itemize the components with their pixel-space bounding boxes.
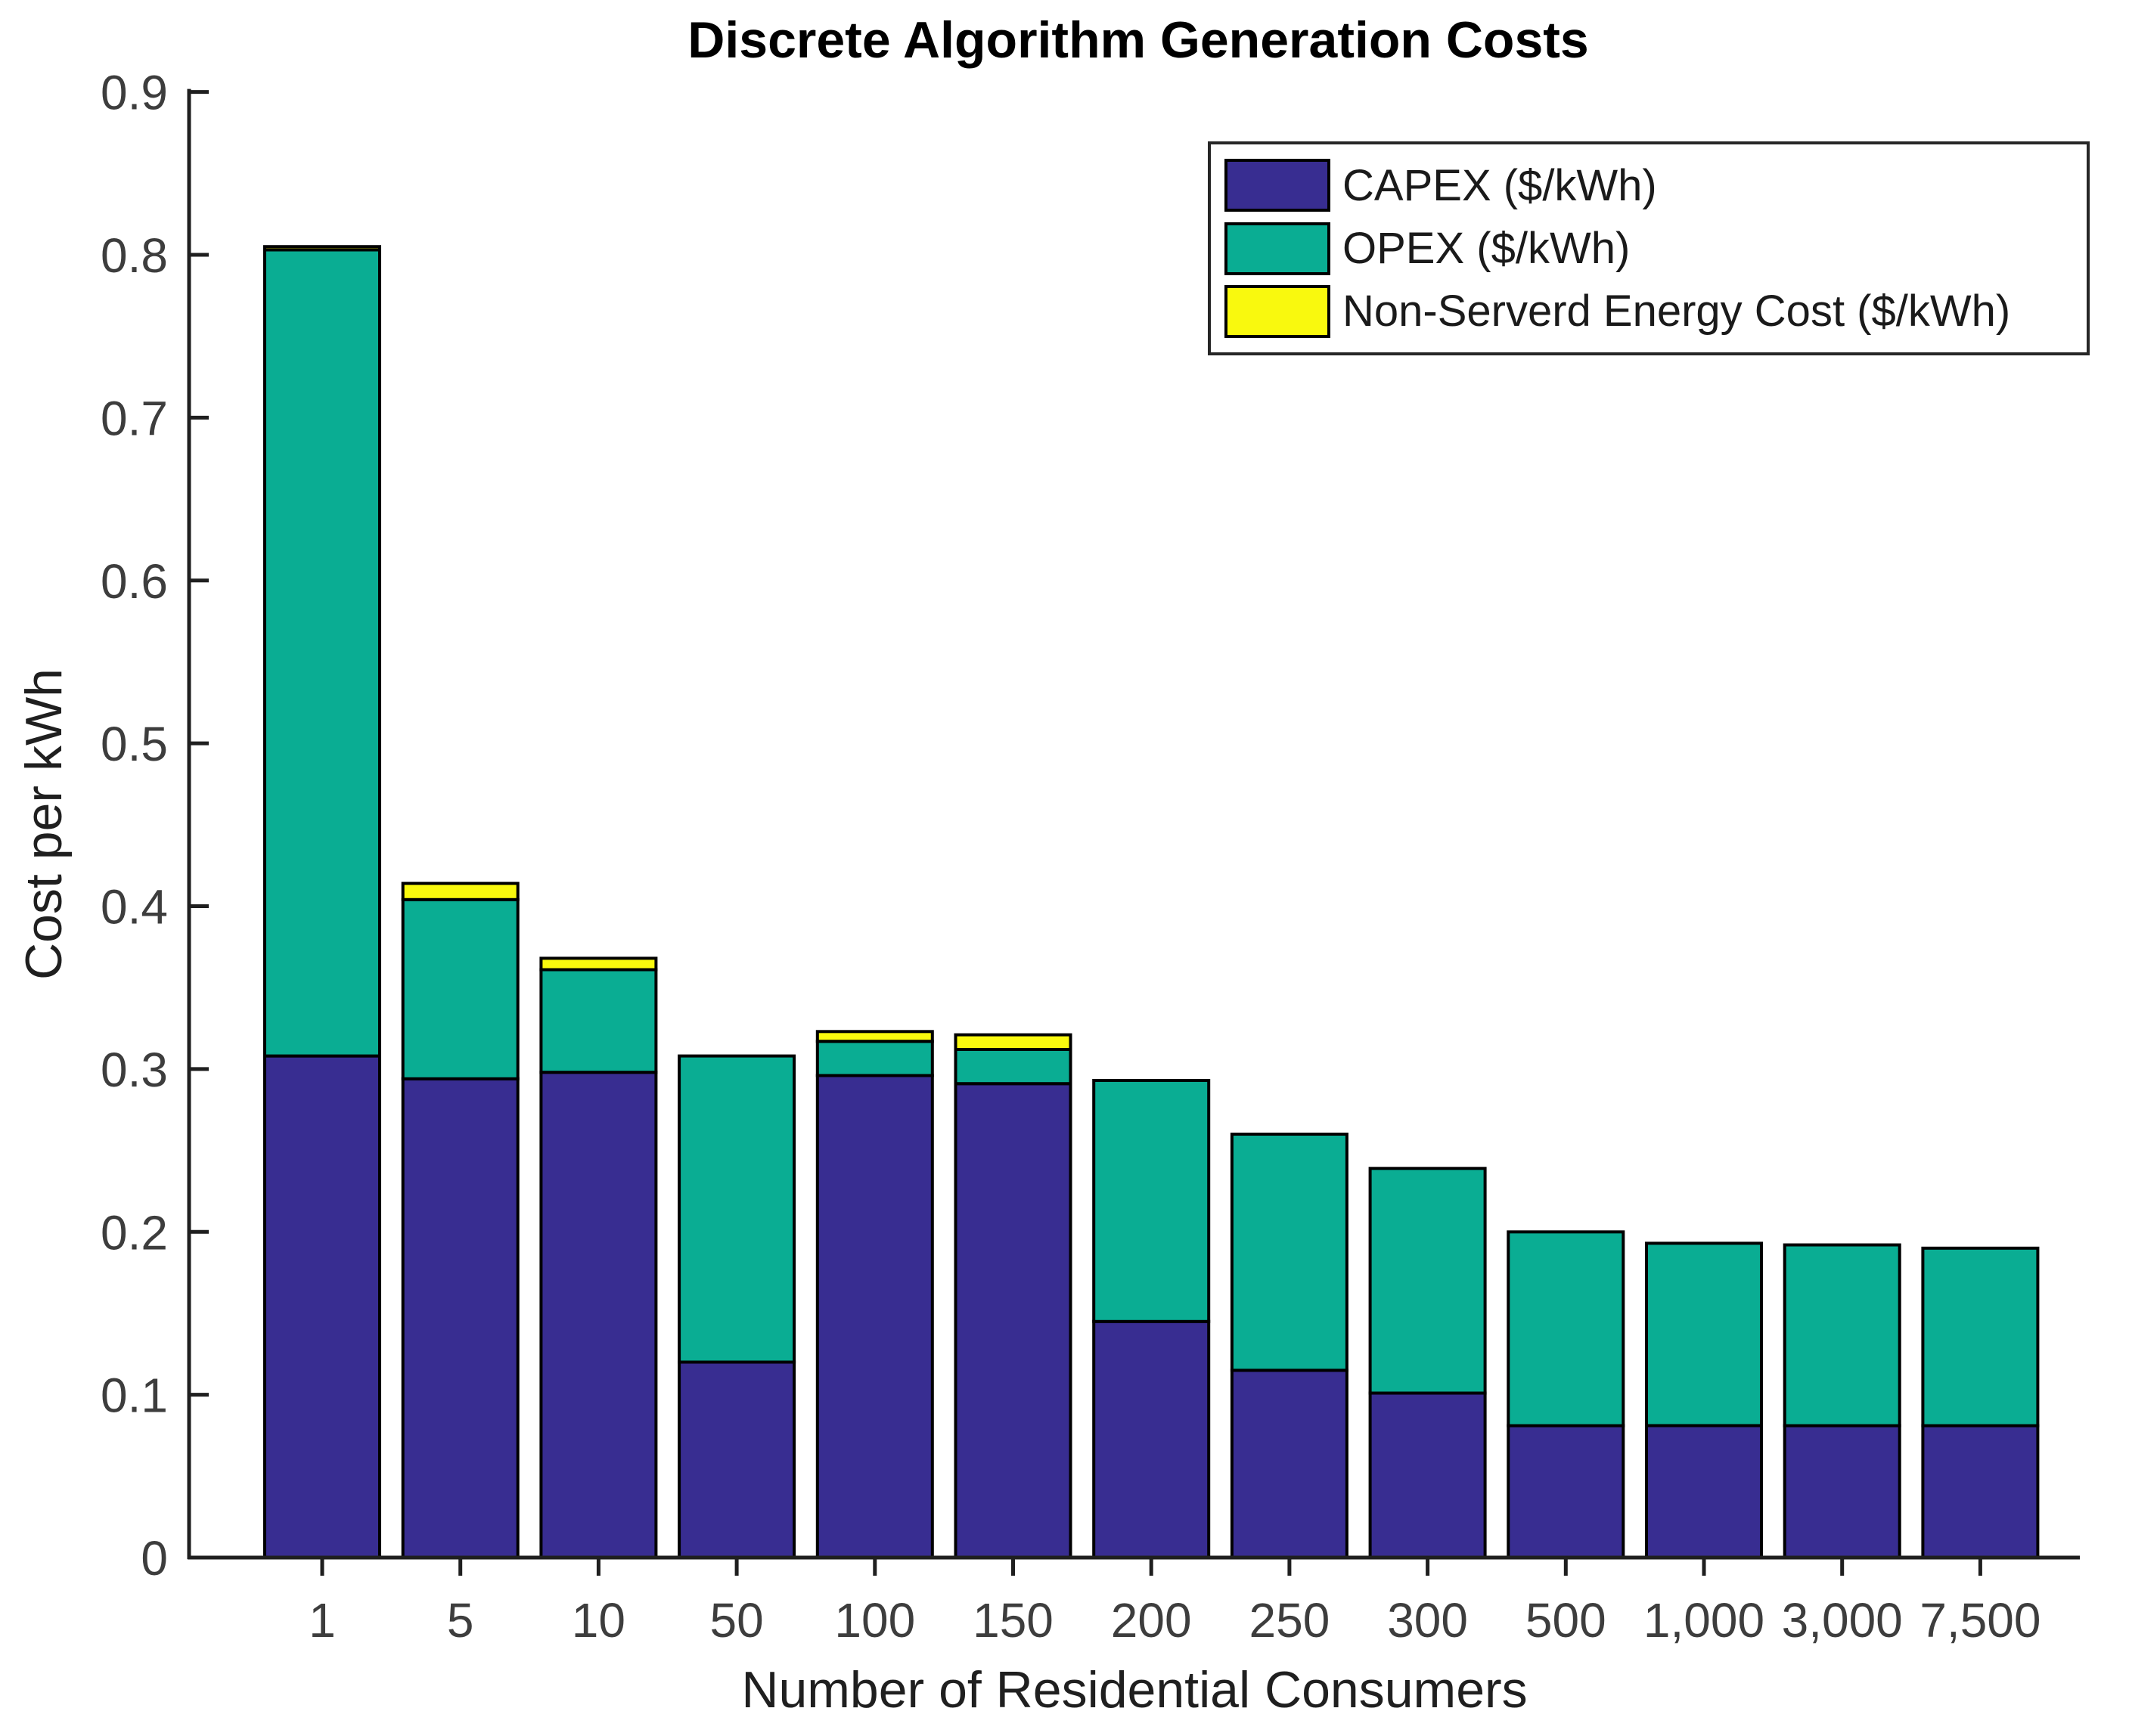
y-tick-label: 0 <box>141 1531 168 1586</box>
bar-segment-opex-250 <box>1230 1133 1348 1372</box>
x-tick-label: 1,000 <box>1643 1593 1764 1648</box>
bar-segment-capex-100 <box>815 1074 934 1559</box>
bar-segment-nse-5 <box>401 882 520 901</box>
legend-item-capex: CAPEX ($/kWh) <box>1224 159 2073 212</box>
legend: CAPEX ($/kWh) OPEX ($/kWh) Non-Serverd E… <box>1208 141 2090 355</box>
y-tick-label: 0.8 <box>101 228 168 283</box>
bar-segment-capex-10 <box>539 1071 658 1559</box>
legend-swatch-capex-icon <box>1224 159 1330 212</box>
bar-segment-capex-1 <box>263 1054 381 1559</box>
x-tick-label: 3,000 <box>1782 1593 1903 1648</box>
x-tick-label: 7,500 <box>1920 1593 2041 1648</box>
bar-segment-opex-1,000 <box>1645 1242 1763 1428</box>
bar-segment-opex-3,000 <box>1783 1243 1901 1428</box>
bar-segment-opex-50 <box>678 1054 796 1364</box>
x-tick-label: 5 <box>447 1593 474 1648</box>
bar-segment-opex-100 <box>815 1040 934 1077</box>
legend-item-opex: OPEX ($/kWh) <box>1224 222 2073 275</box>
bar-segment-nse-1 <box>263 245 381 252</box>
bar-segment-opex-150 <box>954 1048 1072 1086</box>
x-axis-label: Number of Residential Consumers <box>741 1661 1528 1719</box>
bar-segment-nse-10 <box>539 956 658 972</box>
chart-title: Discrete Algorithm Generation Costs <box>687 11 1589 69</box>
bar-segment-opex-500 <box>1507 1230 1625 1428</box>
x-tick-label: 250 <box>1249 1593 1330 1648</box>
bar-segment-capex-7,500 <box>1921 1424 2040 1559</box>
y-tick-label: 0.4 <box>101 880 168 935</box>
y-tick-label: 0.3 <box>101 1043 168 1097</box>
bar-segment-opex-5 <box>401 897 520 1080</box>
bar-segment-opex-10 <box>539 968 658 1074</box>
y-tick-label: 0.6 <box>101 554 168 609</box>
bar-segment-nse-150 <box>954 1033 1072 1051</box>
y-tick-label: 0.7 <box>101 391 168 445</box>
y-tick-label: 0.9 <box>101 66 168 120</box>
bar-segment-capex-1,000 <box>1645 1424 1763 1559</box>
bar-segment-capex-200 <box>1092 1319 1211 1559</box>
bar-segment-opex-1 <box>263 248 381 1058</box>
legend-label-opex: OPEX ($/kWh) <box>1342 224 1631 273</box>
bar-segment-opex-7,500 <box>1921 1246 2040 1428</box>
y-tick-label: 0.2 <box>101 1205 168 1260</box>
bar-segment-opex-300 <box>1368 1167 1487 1395</box>
legend-swatch-opex-icon <box>1224 222 1330 275</box>
bar-segment-capex-150 <box>954 1082 1072 1560</box>
bar-segment-nse-100 <box>815 1030 934 1043</box>
bar-segment-opex-200 <box>1092 1079 1211 1323</box>
x-tick-label: 100 <box>834 1593 915 1648</box>
x-tick-label: 300 <box>1387 1593 1468 1648</box>
bar-segment-capex-500 <box>1507 1424 1625 1559</box>
legend-swatch-nse-icon <box>1224 284 1330 338</box>
legend-item-nse: Non-Serverd Energy Cost ($/kWh) <box>1224 284 2073 338</box>
legend-label-nse: Non-Serverd Energy Cost ($/kWh) <box>1342 287 2011 336</box>
y-axis-label: Cost per kWh <box>15 668 73 980</box>
y-tick-label: 0.5 <box>101 717 168 771</box>
bar-segment-capex-300 <box>1368 1391 1487 1559</box>
bar-segment-capex-250 <box>1230 1369 1348 1560</box>
x-tick-label: 150 <box>973 1593 1054 1648</box>
bar-segment-capex-50 <box>678 1360 796 1559</box>
bar-segment-capex-3,000 <box>1783 1424 1901 1559</box>
x-tick-label: 1 <box>309 1593 336 1648</box>
bar-segment-capex-5 <box>401 1077 520 1560</box>
y-tick-label: 0.1 <box>101 1369 168 1423</box>
x-tick-label: 10 <box>572 1593 625 1648</box>
x-tick-label: 50 <box>710 1593 764 1648</box>
legend-label-capex: CAPEX ($/kWh) <box>1342 160 1657 210</box>
x-tick-label: 500 <box>1525 1593 1606 1648</box>
x-tick-label: 200 <box>1111 1593 1192 1648</box>
